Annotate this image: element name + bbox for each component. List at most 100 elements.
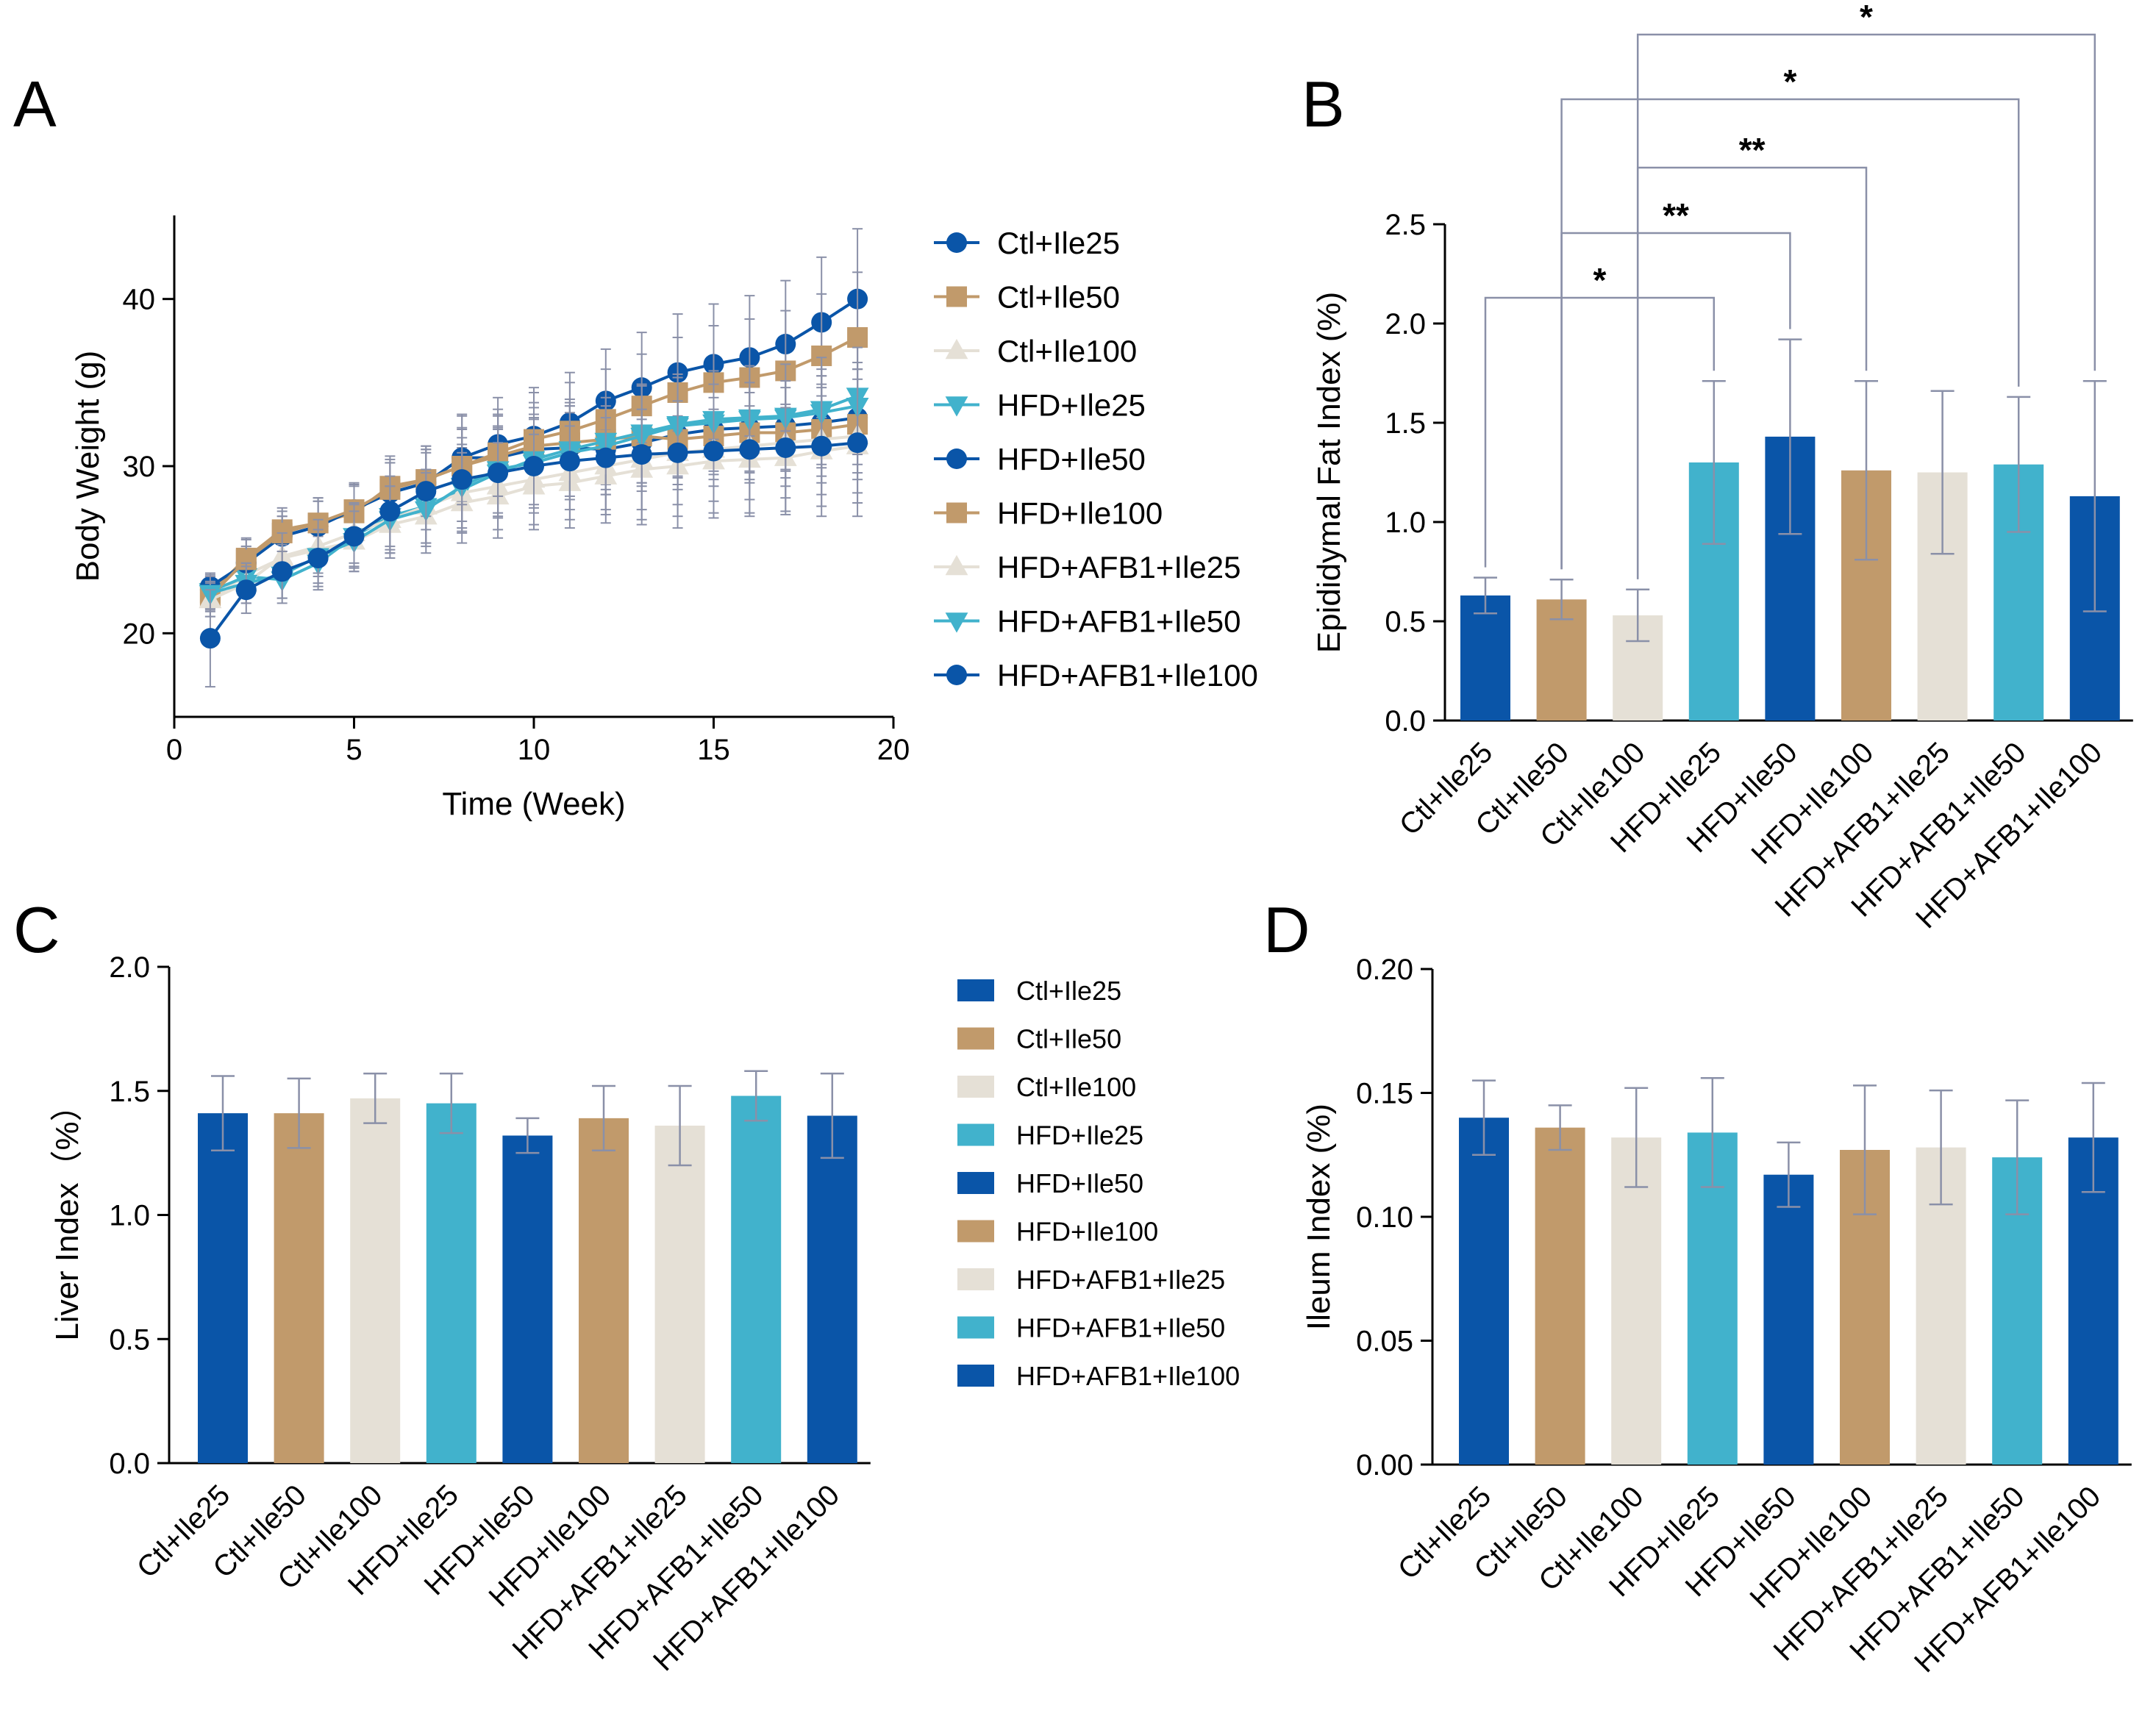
y-axis-title: Epididymal Fat Index (%) — [1311, 292, 1347, 654]
legend-swatch — [957, 1076, 994, 1098]
series-HFD+AFB1+Ile100 — [199, 368, 868, 688]
y-tick-label: 0.20 — [1356, 954, 1413, 986]
legend-swatch — [957, 1123, 994, 1146]
legend-marker — [946, 286, 967, 307]
bar-Ctl+Ile100 — [1611, 1137, 1662, 1465]
y-tick-label: 2.5 — [1385, 209, 1426, 241]
y-tick-label: 2.0 — [109, 951, 150, 984]
y-tick-label: 1.5 — [1385, 407, 1426, 440]
y-tick-label: 0.5 — [1385, 606, 1426, 638]
data-point — [343, 526, 365, 547]
data-point — [847, 326, 868, 348]
legend-label: HFD+AFB1+Ile25 — [997, 550, 1241, 585]
legend-label: HFD+Ile25 — [997, 388, 1146, 423]
legend-label: Ctl+Ile100 — [1016, 1072, 1136, 1102]
significance-bracket — [1484, 296, 1716, 568]
y-tick-label: 1.0 — [1385, 507, 1426, 539]
y-tick-label: 0.00 — [1356, 1449, 1413, 1481]
data-point — [739, 439, 760, 460]
data-point — [415, 481, 437, 502]
legend-swatch — [957, 1316, 994, 1339]
data-point — [631, 444, 652, 465]
legend-swatch — [957, 1027, 994, 1050]
legend-marker — [945, 396, 968, 417]
legend-label: HFD+Ile100 — [1016, 1217, 1158, 1247]
y-tick-label: 0.0 — [109, 1448, 150, 1480]
data-point — [524, 456, 544, 476]
y-tick-label: 0.15 — [1356, 1078, 1413, 1110]
significance-label: * — [1860, 0, 1873, 36]
legend-label: HFD+Ile50 — [1016, 1168, 1143, 1198]
legend-marker — [945, 554, 968, 576]
legend-swatch — [957, 1268, 994, 1290]
bar-HFD+Ile25 — [426, 1103, 476, 1463]
y-axis-title: Liver Index（%） — [49, 1089, 85, 1340]
bar-Ctl+Ile50 — [274, 1113, 324, 1463]
panel-label-c: C — [13, 893, 60, 966]
legend-label: Ctl+Ile25 — [1016, 976, 1121, 1006]
legend-label: Ctl+Ile50 — [1016, 1024, 1121, 1054]
bar-Ctl+Ile25 — [1459, 1118, 1509, 1465]
bar-Ctl+Ile25 — [1460, 595, 1510, 721]
legend-swatch — [957, 1220, 994, 1243]
significance-label: * — [1593, 261, 1606, 299]
panel-c: C 0.0 0.5 1.0 1.5 2.0 Liver Index（%） Ctl+Ile25 C… — [13, 893, 1240, 1677]
significance-label: * — [1783, 62, 1796, 101]
panel-label-a: A — [13, 68, 57, 140]
legend-marker — [946, 448, 967, 469]
legend-label: Ctl+Ile50 — [997, 280, 1120, 315]
bar-Ctl+Ile100 — [350, 1098, 401, 1463]
data-point — [847, 432, 868, 454]
y-tick-label: 0.0 — [1385, 705, 1426, 737]
y-tick-label: 1.0 — [109, 1200, 150, 1232]
significance-bracket — [1636, 33, 2096, 579]
panel-label-d: D — [1263, 893, 1310, 966]
data-point — [811, 435, 832, 457]
significance-label: ** — [1663, 196, 1689, 235]
legend-label: Ctl+Ile25 — [997, 226, 1120, 260]
data-point — [379, 501, 401, 522]
bar-HFD+AFB1+Ile25 — [654, 1126, 705, 1463]
legend-swatch — [957, 1172, 994, 1194]
y-axis-title-a: Body Weight (g) — [70, 351, 106, 582]
x-axis-title-a: Time (Week) — [442, 786, 625, 822]
x-tick-label-a: 10 — [518, 734, 551, 766]
data-point — [235, 579, 257, 601]
legend-marker — [945, 338, 968, 360]
x-tick-label-a: 20 — [877, 734, 910, 766]
y-axis-title: Ileum Index (%) — [1301, 1104, 1337, 1330]
data-point — [559, 451, 580, 472]
legend-label: HFD+AFB1+Ile50 — [1016, 1313, 1225, 1343]
bar-Ctl+Ile25 — [198, 1113, 248, 1463]
bar-HFD+AFB1+Ile100 — [807, 1115, 857, 1463]
data-point — [703, 440, 724, 462]
y-tick-label: 0.05 — [1356, 1326, 1413, 1358]
y-tick-label: 0.10 — [1356, 1201, 1413, 1234]
legend-label: HFD+AFB1+Ile100 — [997, 658, 1258, 693]
data-point — [451, 469, 473, 490]
legend-marker — [946, 665, 967, 685]
panel-a: A 0 5 10 15 20 20 30 40 Time (Week) Body Weight (g… — [13, 68, 1258, 822]
legend-label: HFD+AFB1+Ile25 — [1016, 1265, 1225, 1295]
legend-label: HFD+AFB1+Ile50 — [997, 604, 1241, 639]
y-tick-label-a: 30 — [123, 451, 156, 483]
legend-marker — [945, 612, 968, 633]
significance-label: ** — [1739, 131, 1766, 169]
legend-label: Ctl+Ile100 — [997, 334, 1137, 368]
bar-Ctl+Ile50 — [1535, 1127, 1585, 1465]
y-tick-label: 0.5 — [109, 1323, 150, 1356]
x-tick-label-a: 0 — [166, 734, 182, 766]
legend-label: HFD+Ile100 — [997, 496, 1163, 531]
bar-HFD+Ile50 — [502, 1135, 553, 1463]
legend-label: HFD+Ile50 — [997, 442, 1146, 476]
legend-label: HFD+AFB1+Ile100 — [1016, 1361, 1240, 1391]
legend-marker — [946, 232, 967, 253]
data-point — [775, 437, 796, 458]
legend-swatch — [957, 979, 994, 1001]
data-point — [667, 442, 688, 463]
data-point — [307, 548, 329, 569]
significance-bracket — [1560, 98, 2020, 570]
legend-swatch — [957, 1365, 994, 1387]
